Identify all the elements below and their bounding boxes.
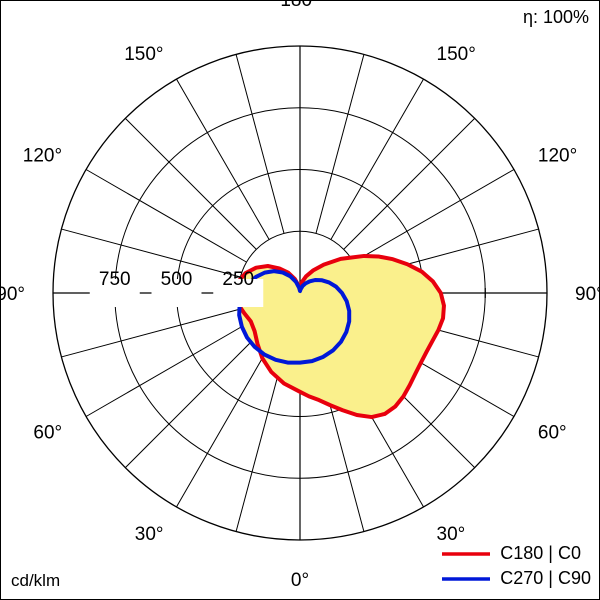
- legend-entry-c180-c0[interactable]: C180 | C0: [440, 543, 591, 564]
- radial-label-bg-750: [89, 279, 140, 307]
- angle-label-210deg: 150°: [124, 44, 163, 65]
- grid-spoke-120deg: [353, 169, 515, 263]
- grid-spoke-330deg: [176, 346, 270, 508]
- radial-label-250: 250: [222, 269, 254, 290]
- legend-label-c180-c0: C180 | C0: [500, 543, 581, 563]
- grid-spoke-210deg: [176, 78, 270, 240]
- angle-label-240deg: 120°: [23, 146, 62, 167]
- radial-tick-labels: 250 500 750: [89, 269, 264, 307]
- legend-swatch-red: [442, 551, 491, 556]
- angle-label-300deg: 60°: [33, 423, 62, 444]
- curve-c270-c90: [237, 269, 352, 365]
- legend-label-c270-c90: C270 | C90: [500, 568, 591, 588]
- grid-spoke-240deg: [85, 169, 247, 263]
- angle-label-60deg: 60°: [538, 423, 567, 444]
- legend-swatch-blue: [442, 576, 491, 581]
- grid-spoke-150deg: [330, 78, 424, 240]
- grid-spoke-315deg: [124, 336, 257, 469]
- angle-label-150deg: 150°: [437, 44, 476, 65]
- unit-annotation: cd/klm: [11, 571, 60, 591]
- efficiency-label: η: 100%: [522, 7, 589, 27]
- radial-label-bg-500: [151, 279, 202, 307]
- grid-spoke-165deg: [315, 54, 365, 234]
- fill-c270-c90-lobe: [239, 271, 350, 363]
- angle-label-0deg: 0°: [291, 570, 309, 591]
- radial-label-750: 750: [99, 269, 131, 290]
- angle-label-330deg: 30°: [135, 524, 164, 545]
- unit-label: cd/klm: [11, 571, 61, 590]
- radial-label-500: 500: [161, 269, 193, 290]
- grid-spoke-195deg: [235, 54, 285, 234]
- grid-spoke-300deg: [85, 323, 247, 417]
- grid-spoke-225deg: [124, 117, 257, 250]
- grid-spoke-285deg: [61, 308, 241, 358]
- grid-spoke-255deg: [61, 228, 241, 278]
- angle-label-270deg: 90°: [1, 284, 25, 305]
- legend-entry-c270-c90[interactable]: C270 | C90: [440, 568, 591, 589]
- grid-spoke-135deg: [343, 117, 476, 250]
- efficiency-annotation: η: 100%: [523, 7, 589, 28]
- angle-label-180deg: 180°: [280, 1, 319, 11]
- angle-label-30deg: 30°: [437, 524, 466, 545]
- radial-label-bg-250: [213, 279, 264, 307]
- legend: C180 | C0 C270 | C90: [440, 543, 591, 589]
- angle-label-90deg: 90°: [575, 284, 599, 305]
- angle-label-120deg: 120°: [538, 146, 577, 167]
- grid-spoke-345deg: [235, 352, 285, 532]
- curve-fill-region: [234, 255, 444, 418]
